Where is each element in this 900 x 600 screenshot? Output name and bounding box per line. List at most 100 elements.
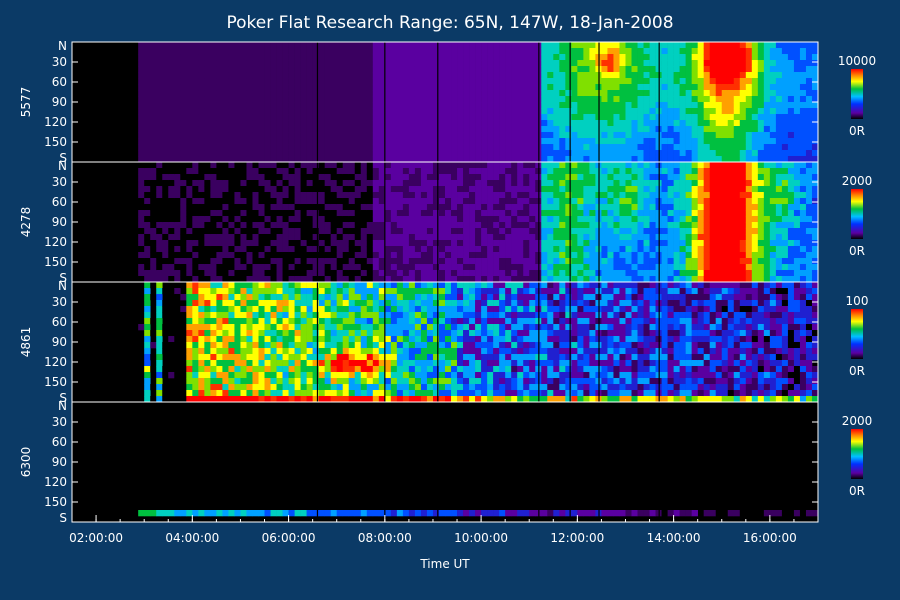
heatmap-cell bbox=[246, 276, 253, 283]
heatmap-cell bbox=[637, 144, 644, 151]
heatmap-cell bbox=[396, 234, 404, 241]
heatmap-cell bbox=[775, 216, 783, 223]
heatmap-cell bbox=[300, 270, 307, 277]
heatmap-cell bbox=[469, 174, 476, 181]
heatmap-cell bbox=[330, 42, 338, 49]
heatmap-cell bbox=[432, 180, 440, 187]
heatmap-cell bbox=[204, 390, 211, 397]
heatmap-cell bbox=[451, 156, 458, 163]
heatmap-cell bbox=[769, 126, 777, 133]
heatmap-cell bbox=[607, 156, 614, 163]
heatmap-cell bbox=[781, 198, 789, 205]
heatmap-cell bbox=[739, 78, 747, 85]
heatmap-cell bbox=[204, 246, 211, 253]
heatmap-cell bbox=[378, 222, 386, 229]
heatmap-cell bbox=[222, 342, 229, 349]
heatmap-cell bbox=[529, 150, 536, 157]
heatmap-cell bbox=[186, 378, 193, 385]
heatmap-cell bbox=[408, 192, 416, 199]
heatmap-cell bbox=[451, 42, 458, 49]
heatmap-cell bbox=[228, 252, 235, 259]
heatmap-cell bbox=[475, 186, 482, 193]
heatmap-cell bbox=[667, 54, 674, 61]
heatmap-cell bbox=[571, 72, 578, 79]
heatmap-cell bbox=[613, 78, 620, 85]
heatmap-cell bbox=[330, 84, 338, 91]
heatmap-cell bbox=[727, 102, 735, 109]
heatmap-cell bbox=[667, 234, 674, 241]
heatmap-cell bbox=[384, 156, 392, 163]
heatmap-cell bbox=[228, 300, 235, 307]
heatmap-cell bbox=[649, 78, 656, 85]
heatmap-cell bbox=[697, 258, 704, 265]
heatmap-cell bbox=[541, 138, 548, 145]
heatmap-cell bbox=[372, 228, 380, 235]
heatmap-cell bbox=[384, 180, 392, 187]
heatmap-cell bbox=[799, 84, 807, 91]
heatmap-cell bbox=[529, 264, 536, 271]
heatmap-cell bbox=[715, 264, 723, 271]
heatmap-cell bbox=[156, 84, 163, 91]
heatmap-cell bbox=[216, 42, 223, 49]
heatmap-cell bbox=[625, 246, 632, 253]
heatmap-cell bbox=[721, 192, 729, 199]
heatmap-cell bbox=[156, 204, 163, 211]
heatmap-cell bbox=[799, 168, 807, 175]
heatmap-cell bbox=[162, 234, 169, 241]
heatmap-cell bbox=[324, 264, 331, 271]
heatmap-cell bbox=[414, 72, 422, 79]
heatmap-cell bbox=[180, 114, 187, 121]
heatmap-cell bbox=[246, 96, 253, 103]
heatmap-cell bbox=[138, 48, 145, 55]
heatmap-cell bbox=[270, 84, 277, 91]
heatmap-cell bbox=[438, 132, 446, 139]
heatmap-cell bbox=[457, 144, 464, 151]
heatmap-cell bbox=[739, 72, 747, 79]
heatmap-cell bbox=[469, 42, 476, 49]
heatmap-cell bbox=[469, 66, 476, 73]
heatmap-cell bbox=[577, 138, 584, 145]
heatmap-cell bbox=[649, 258, 656, 265]
heatmap-cell bbox=[168, 234, 175, 241]
heatmap-cell bbox=[348, 222, 356, 229]
heatmap-cell bbox=[547, 264, 554, 271]
heatmap-cell bbox=[487, 114, 494, 121]
heatmap-cell bbox=[523, 156, 530, 163]
heatmap-cell bbox=[811, 108, 819, 115]
heatmap-cell bbox=[745, 234, 753, 241]
heatmap-cell bbox=[276, 204, 283, 211]
heatmap-cell bbox=[613, 228, 620, 235]
heatmap-cell bbox=[180, 240, 187, 247]
heatmap-cell bbox=[463, 210, 470, 217]
heatmap-cell bbox=[481, 252, 488, 259]
heatmap-cell bbox=[174, 54, 181, 61]
heatmap-cell bbox=[733, 240, 741, 247]
heatmap-cell bbox=[739, 132, 747, 139]
heatmap-cell bbox=[601, 60, 608, 67]
heatmap-cell bbox=[396, 246, 404, 253]
heatmap-cell bbox=[246, 372, 253, 379]
heatmap-cell bbox=[685, 240, 692, 247]
heatmap-cell bbox=[198, 252, 205, 259]
heatmap-cell bbox=[571, 276, 578, 283]
heatmap-cell bbox=[204, 60, 211, 67]
heatmap-cell bbox=[294, 138, 301, 145]
heatmap-cell bbox=[438, 162, 446, 169]
heatmap-cell bbox=[150, 354, 157, 361]
heatmap-cell bbox=[384, 264, 392, 271]
heatmap-cell bbox=[529, 234, 536, 241]
heatmap-cell bbox=[372, 60, 380, 67]
heatmap-cell bbox=[703, 42, 711, 49]
heatmap-cell bbox=[264, 288, 271, 295]
heatmap-cell bbox=[414, 150, 422, 157]
heatmap-cell bbox=[210, 96, 217, 103]
heatmap-cell bbox=[162, 210, 169, 217]
heatmap-cell bbox=[222, 390, 229, 397]
heatmap-cell bbox=[781, 222, 789, 229]
heatmap-cell bbox=[577, 108, 584, 115]
heatmap-cell bbox=[168, 294, 175, 301]
heatmap-cell bbox=[445, 222, 452, 229]
heatmap-cell bbox=[270, 336, 277, 343]
heatmap-cell bbox=[180, 54, 187, 61]
heatmap-cell bbox=[763, 120, 771, 127]
